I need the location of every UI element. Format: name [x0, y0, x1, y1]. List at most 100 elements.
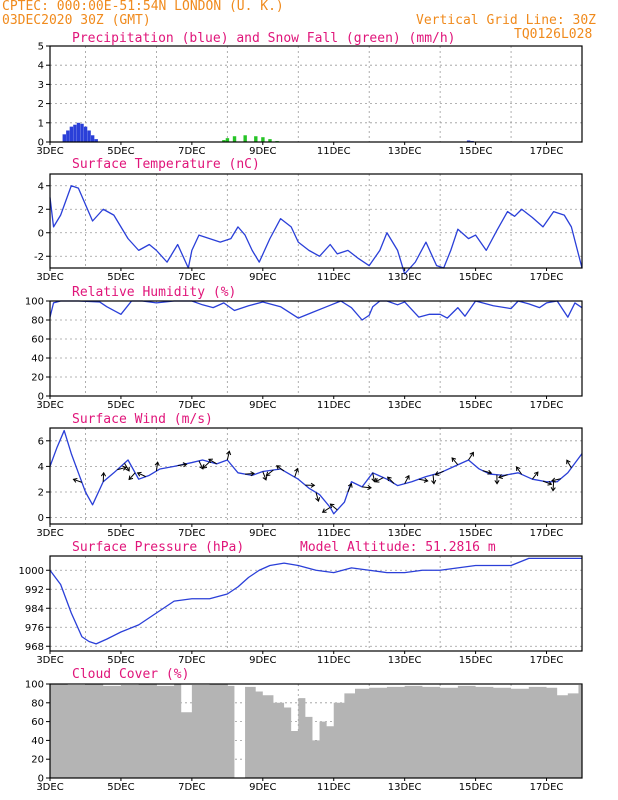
- panel-5-frame: [49, 555, 583, 652]
- panel-2-xtick-label: 9DEC: [249, 272, 276, 283]
- panel-3-xtick-label: 9DEC: [249, 400, 276, 411]
- wind-arrow-head: [367, 484, 372, 491]
- panel-1-ytick-label: 2: [38, 99, 44, 110]
- panel-6-xtick-label: 17DEC: [530, 782, 564, 793]
- panel-2-frame: [49, 173, 583, 269]
- wind-arrow: [362, 486, 372, 489]
- wind-arrow: [372, 472, 375, 482]
- panel-4-xtick-label: 15DEC: [459, 528, 493, 539]
- panel-3-title: Relative Humidity (%): [72, 285, 236, 300]
- panel-4-frame: [49, 427, 583, 525]
- wind-arrow: [208, 458, 217, 465]
- panel-3-series-line: [49, 300, 583, 321]
- panel-5-xtick-label: 9DEC: [249, 655, 276, 666]
- wind-arrow-head: [125, 466, 130, 472]
- wind-arrow: [516, 466, 523, 475]
- wind-arrow: [498, 474, 508, 478]
- wind-arrow: [202, 461, 210, 469]
- panel-3-ytick-label: 0: [38, 392, 44, 403]
- wind-arrow: [551, 478, 561, 482]
- panel-5-xtick-label: 17DEC: [530, 655, 564, 666]
- panel-3-ytick-label: 40: [31, 354, 44, 365]
- panel-5-xtick-label: 15DEC: [459, 655, 493, 666]
- wind-arrow-head: [431, 479, 437, 485]
- wind-arrow-head: [154, 461, 160, 467]
- precip-bar: [225, 138, 230, 142]
- wind-arrow-head: [122, 465, 128, 471]
- wind-arrow: [226, 451, 230, 461]
- panel-6-ytick-label: 40: [31, 736, 44, 747]
- wind-arrow-head: [371, 477, 377, 483]
- panel-6-xtick-label: 5DEC: [107, 782, 134, 793]
- wind-arrow: [315, 492, 319, 502]
- wind-arrow-head: [551, 477, 556, 483]
- panel-6-frame: [49, 683, 583, 779]
- header-line-1: CPTEC: 000:00E-51:54N LONDON (U. K.): [2, 0, 284, 14]
- panel-3-ytick-label: 20: [31, 373, 44, 384]
- precip-bar: [222, 140, 226, 142]
- panel-5-annotation: Model Altitude: 51.2816 m: [300, 540, 496, 555]
- wind-arrow-head: [202, 464, 208, 469]
- panel-1-xtick-label: 11DEC: [317, 146, 351, 157]
- panel-1-xtick-label: 7DEC: [178, 146, 205, 157]
- wind-arrow-head: [136, 471, 142, 477]
- wind-arrow-head: [374, 478, 380, 483]
- precip-bar: [62, 134, 66, 142]
- panel-4-ytick-label: 4: [38, 462, 44, 473]
- wind-arrow: [404, 475, 410, 484]
- wind-arrow: [266, 469, 274, 476]
- wind-arrow-head: [387, 476, 392, 482]
- wind-arrow-head: [275, 465, 281, 470]
- precip-bar: [466, 140, 471, 142]
- wind-arrow: [137, 472, 146, 478]
- panel-1-ytick-label: 4: [38, 61, 44, 72]
- wind-arrow: [117, 466, 127, 471]
- wind-arrow-head: [265, 471, 271, 477]
- wind-arrow: [73, 478, 83, 483]
- panel-3-xtick-label: 11DEC: [317, 400, 351, 411]
- precip-bar: [69, 126, 74, 142]
- wind-arrow: [330, 503, 338, 511]
- precip-bar: [94, 139, 98, 142]
- wind-arrow-head: [310, 482, 316, 488]
- wind-arrow: [276, 465, 285, 472]
- panel-2-xtick-label: 17DEC: [530, 272, 564, 283]
- wind-arrow: [432, 474, 435, 484]
- wind-arrow: [566, 459, 572, 469]
- wind-arrow-head: [434, 471, 440, 476]
- wind-arrow-head: [550, 486, 556, 492]
- wind-arrow-head: [498, 474, 503, 479]
- wind-arrow-head: [451, 457, 457, 462]
- wind-arrow: [552, 481, 555, 491]
- panel-1-xtick-label: 5DEC: [107, 146, 134, 157]
- panel-3-ytick-label: 60: [31, 335, 44, 346]
- panel-2-ytick-label: 2: [38, 205, 44, 216]
- panel-6-ytick-label: 80: [31, 698, 44, 709]
- panel-2-xtick-label: 15DEC: [459, 272, 493, 283]
- panel-4-series-line: [49, 429, 583, 515]
- panel-2-xtick-label: 5DEC: [107, 272, 134, 283]
- wind-arrow-head: [347, 482, 353, 488]
- panel-5-xtick-label: 7DEC: [178, 655, 205, 666]
- panel-1-xtick-label: 13DEC: [388, 146, 422, 157]
- panel-2-series-line: [49, 185, 583, 275]
- wind-arrow-head: [405, 474, 410, 480]
- panel-3-xtick-label: 3DEC: [36, 400, 63, 411]
- wind-arrow: [124, 462, 130, 472]
- precip-bar: [261, 137, 265, 142]
- wind-arrow: [177, 463, 187, 467]
- panel-6-title: Cloud Cover (%): [72, 667, 189, 682]
- panel-1-xtick-label: 9DEC: [249, 146, 276, 157]
- panel-5-title: Surface Pressure (hPa): [72, 540, 244, 555]
- wind-arrow-head: [329, 503, 335, 509]
- wind-arrow-head: [487, 469, 493, 475]
- wind-arrow-head: [294, 467, 299, 473]
- wind-arrow: [451, 457, 459, 466]
- wind-arrow: [531, 471, 539, 480]
- wind-arrow: [542, 480, 552, 485]
- panel-2-ytick-label: -2: [34, 252, 44, 263]
- wind-arrow-head: [315, 497, 321, 502]
- panel-2-xtick-label: 3DEC: [36, 272, 63, 283]
- wind-arrow: [468, 452, 474, 461]
- panel-4-xtick-label: 3DEC: [36, 528, 63, 539]
